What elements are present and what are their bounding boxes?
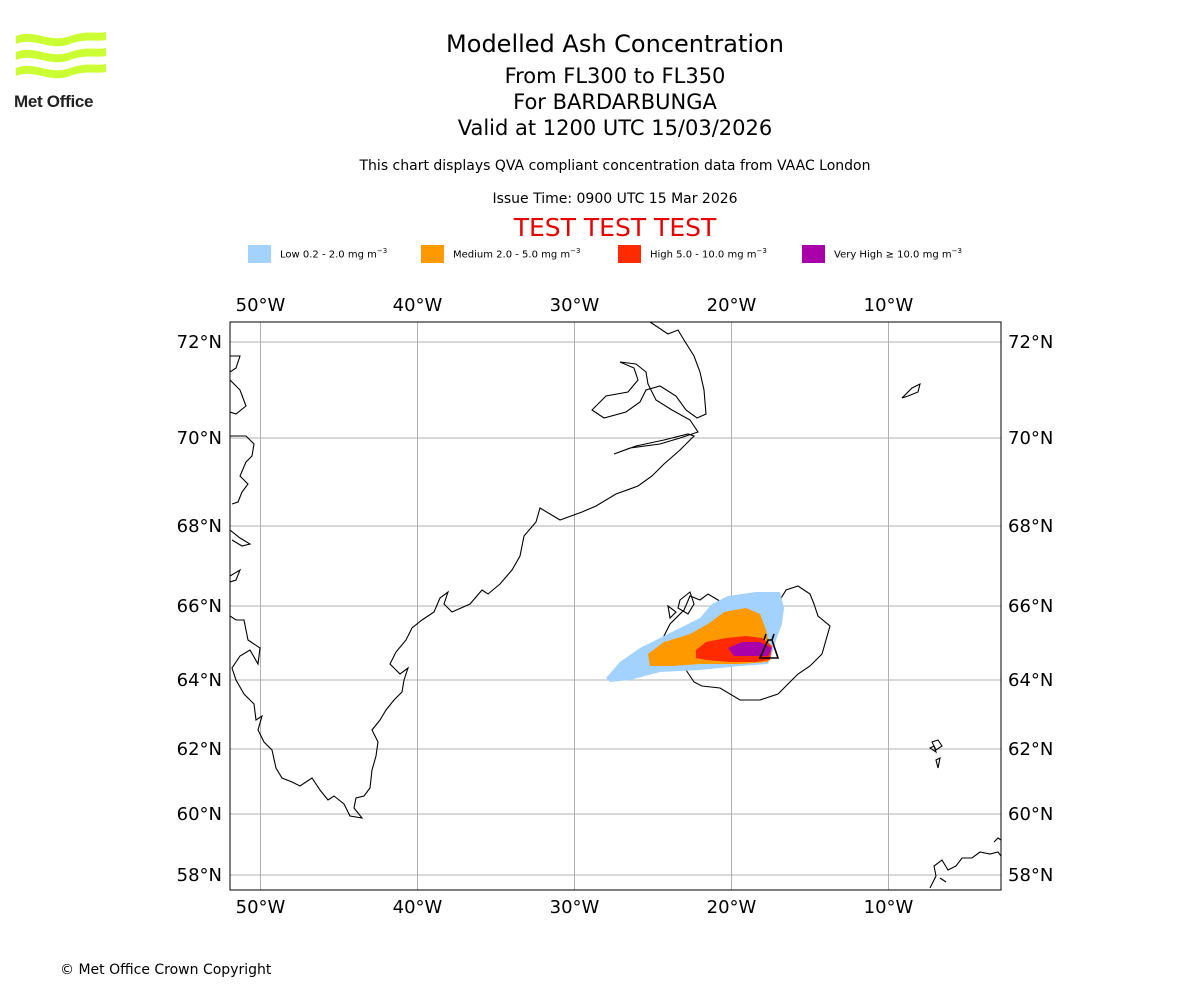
longitude-labels-top: 50°W 40°W 30°W 20°W 10°W (236, 295, 914, 316)
legend-item-medium: Medium 2.0 - 5.0 mg m−3 (421, 244, 580, 264)
legend-label-medium: Medium 2.0 - 5.0 mg m−3 (453, 247, 581, 261)
longitude-label: 50°W (236, 897, 286, 918)
latitude-label: 62°N (1008, 739, 1053, 760)
graticule (230, 322, 1001, 890)
legend-item-low: Low 0.2 - 2.0 mg m−3 (248, 244, 387, 264)
issue-time: Issue Time: 0900 UTC 15 Mar 2026 (492, 191, 738, 207)
latitude-label: 66°N (1008, 596, 1053, 617)
longitude-label: 20°W (707, 295, 757, 316)
faroe-islands-coastline (928, 739, 943, 769)
latitude-label: 68°N (1008, 516, 1053, 537)
test-banner: TEST TEST TEST (513, 213, 717, 242)
latitude-label: 70°N (177, 428, 222, 449)
legend-swatch-very-high (802, 245, 825, 263)
coastlines (230, 322, 1001, 889)
volcano-icon (758, 633, 780, 659)
legend-label-very-high: Very High ≥ 10.0 mg m−3 (834, 247, 962, 261)
ash-area-very-high (728, 642, 772, 656)
latitude-label: 60°N (1008, 804, 1053, 825)
map-frame (229, 321, 1002, 891)
latitude-label: 64°N (177, 670, 222, 691)
scotland-coastline (929, 837, 1001, 889)
longitude-label: 40°W (393, 897, 443, 918)
latitude-label: 70°N (1008, 428, 1053, 449)
latitude-label: 68°N (177, 516, 222, 537)
jan-mayen-coastline (901, 382, 921, 399)
longitude-label: 30°W (550, 897, 600, 918)
met-office-wave-logo (16, 32, 106, 79)
legend-item-very-high: Very High ≥ 10.0 mg m−3 (802, 244, 962, 264)
latitude-label: 72°N (1008, 332, 1053, 353)
longitude-label: 30°W (550, 295, 600, 316)
chart-title: Modelled Ash Concentration (446, 30, 784, 58)
logo-text: Met Office (14, 92, 94, 111)
iceland-northwest-fjords (667, 591, 695, 620)
iceland-coastline (661, 585, 831, 701)
legend-item-high: High 5.0 - 10.0 mg m−3 (618, 244, 767, 264)
flight-level-range: From FL300 to FL350 (504, 64, 726, 88)
greenland-coastline (230, 322, 707, 819)
longitude-labels-bottom: 50°W 40°W 30°W 20°W 10°W (236, 897, 914, 918)
legend-label-high: High 5.0 - 10.0 mg m−3 (650, 247, 767, 261)
longitude-label: 20°W (707, 897, 757, 918)
valid-time: Valid at 1200 UTC 15/03/2026 (457, 116, 773, 140)
latitude-label: 60°N (177, 804, 222, 825)
longitude-label: 40°W (393, 295, 443, 316)
legend-swatch-medium (421, 245, 444, 263)
latitude-label: 66°N (177, 596, 222, 617)
latitude-labels-right: 72°N 70°N 68°N 66°N 64°N 62°N 60°N 58°N (1008, 332, 1053, 886)
legend-swatch-low (248, 245, 271, 263)
latitude-label: 58°N (177, 865, 222, 886)
latitude-label: 58°N (1008, 865, 1053, 886)
legend-label-low: Low 0.2 - 2.0 mg m−3 (280, 247, 388, 261)
latitude-labels-left: 72°N 70°N 68°N 66°N 64°N 62°N 60°N 58°N (177, 332, 222, 886)
latitude-label: 64°N (1008, 670, 1053, 691)
longitude-label: 10°W (864, 897, 914, 918)
ash-concentration (606, 592, 784, 682)
met-office-logo (16, 32, 106, 79)
longitude-label: 10°W (864, 295, 914, 316)
subtitle: This chart displays QVA compliant concen… (359, 158, 871, 174)
legend-swatch-high (618, 245, 641, 263)
longitude-label: 50°W (236, 295, 286, 316)
latitude-label: 72°N (177, 332, 222, 353)
greenland-west-coastline (230, 355, 255, 583)
latitude-label: 62°N (177, 739, 222, 760)
copyright: © Met Office Crown Copyright (60, 962, 272, 978)
volcano-name: For BARDARBUNGA (513, 90, 717, 114)
